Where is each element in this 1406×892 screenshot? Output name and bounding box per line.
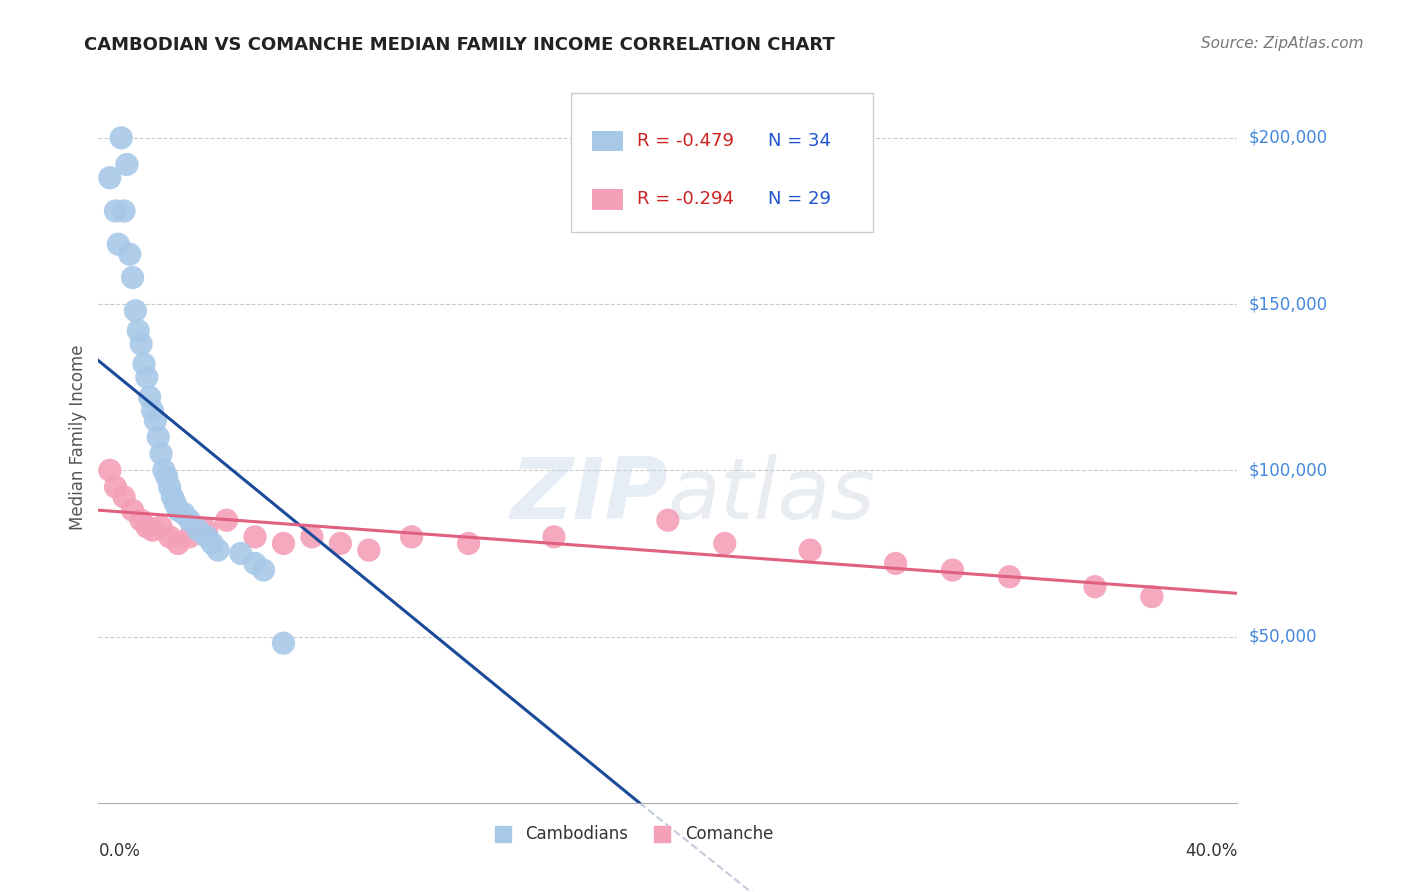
Point <box>187 523 209 537</box>
Point <box>799 543 821 558</box>
Point <box>179 513 201 527</box>
Point <box>135 520 157 534</box>
Text: R = -0.479: R = -0.479 <box>637 132 734 150</box>
Point <box>107 237 129 252</box>
Point <box>159 480 181 494</box>
Point <box>173 507 195 521</box>
Point <box>165 497 187 511</box>
Text: R = -0.294: R = -0.294 <box>637 190 734 209</box>
Bar <box>592 189 623 210</box>
Point <box>998 570 1021 584</box>
Point <box>98 170 121 185</box>
Point <box>112 490 135 504</box>
Point <box>112 204 135 219</box>
Text: $200,000: $200,000 <box>1249 128 1327 147</box>
Point <box>207 543 229 558</box>
Point <box>148 430 170 444</box>
Point <box>243 530 266 544</box>
Point <box>121 503 143 517</box>
Point <box>153 463 176 477</box>
Text: Source: ZipAtlas.com: Source: ZipAtlas.com <box>1201 36 1364 51</box>
Point <box>110 131 132 145</box>
Point <box>457 536 479 550</box>
Text: $50,000: $50,000 <box>1249 628 1317 646</box>
Text: 40.0%: 40.0% <box>1185 842 1237 860</box>
Text: Cambodians: Cambodians <box>526 825 628 843</box>
Point <box>159 530 181 544</box>
Point <box>657 513 679 527</box>
Point <box>129 513 152 527</box>
Point <box>229 546 252 560</box>
Point <box>195 523 218 537</box>
Text: atlas: atlas <box>668 454 876 537</box>
Point <box>118 247 141 261</box>
Point <box>138 390 160 404</box>
Point <box>273 636 295 650</box>
Text: $150,000: $150,000 <box>1249 295 1327 313</box>
Point <box>401 530 423 544</box>
Point <box>195 530 218 544</box>
Point <box>273 536 295 550</box>
FancyBboxPatch shape <box>571 94 873 232</box>
Point <box>115 157 138 171</box>
Point <box>104 480 127 494</box>
Y-axis label: Median Family Income: Median Family Income <box>69 344 87 530</box>
Point <box>132 357 155 371</box>
Point <box>543 530 565 544</box>
Point <box>884 557 907 571</box>
Point <box>150 447 173 461</box>
Point <box>104 204 127 219</box>
Text: CAMBODIAN VS COMANCHE MEDIAN FAMILY INCOME CORRELATION CHART: CAMBODIAN VS COMANCHE MEDIAN FAMILY INCO… <box>84 36 835 54</box>
Point <box>714 536 737 550</box>
Point <box>141 403 163 417</box>
Point <box>252 563 274 577</box>
Point <box>124 303 146 318</box>
Point <box>942 563 965 577</box>
Text: Comanche: Comanche <box>685 825 773 843</box>
Text: N = 29: N = 29 <box>768 190 831 209</box>
Point <box>162 490 184 504</box>
Point <box>167 503 190 517</box>
Point <box>243 557 266 571</box>
Point <box>201 536 224 550</box>
Text: ZIP: ZIP <box>510 454 668 537</box>
Bar <box>592 130 623 151</box>
Point <box>98 463 121 477</box>
Point <box>215 513 238 527</box>
Point <box>127 324 149 338</box>
Point <box>301 530 323 544</box>
Point <box>145 413 167 427</box>
Point <box>141 523 163 537</box>
Point <box>150 520 173 534</box>
Text: 0.0%: 0.0% <box>98 842 141 860</box>
Point <box>1140 590 1163 604</box>
Point <box>1084 580 1107 594</box>
Point <box>129 337 152 351</box>
Point <box>135 370 157 384</box>
Point <box>121 270 143 285</box>
Point <box>156 470 179 484</box>
Point <box>357 543 380 558</box>
Point <box>179 530 201 544</box>
Text: $100,000: $100,000 <box>1249 461 1327 479</box>
Point <box>167 536 190 550</box>
Point <box>329 536 352 550</box>
Text: N = 34: N = 34 <box>768 132 831 150</box>
